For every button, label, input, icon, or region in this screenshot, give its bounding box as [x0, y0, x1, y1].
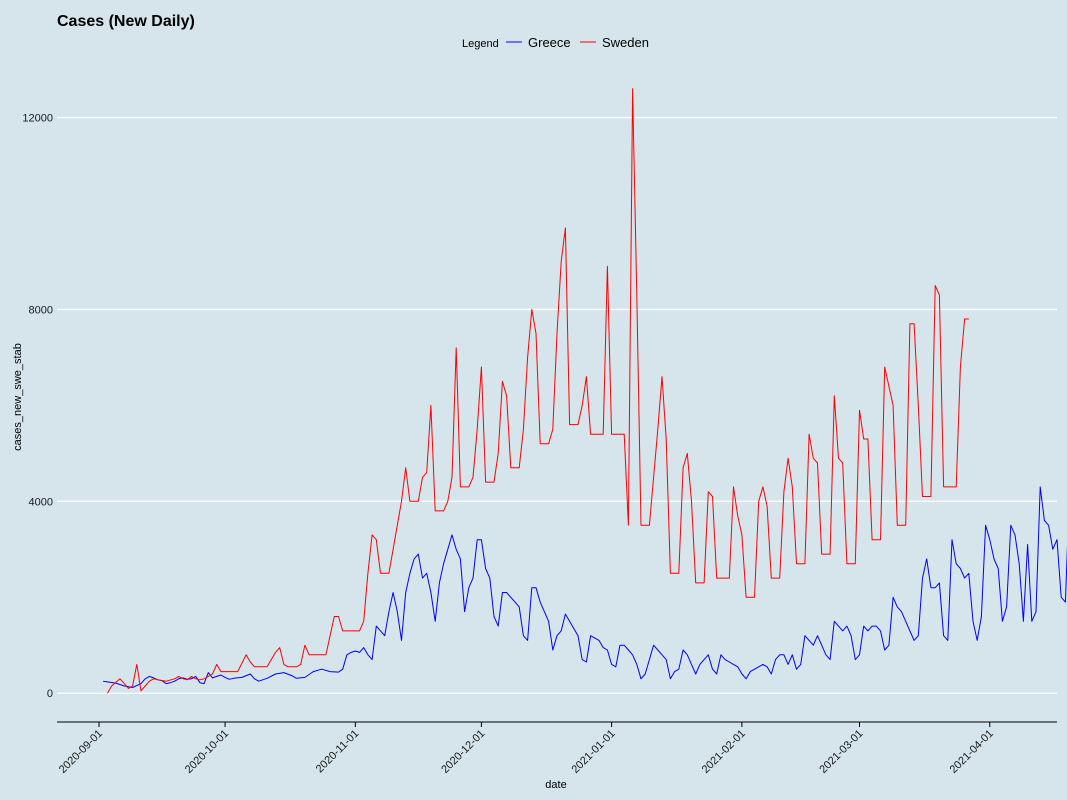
- gridlines: [57, 116, 1057, 694]
- series-line-greece: [103, 486, 1067, 688]
- legend-label-sweden: Sweden: [602, 35, 649, 50]
- axes: [57, 721, 1057, 727]
- y-tick-label-1: 4000: [29, 496, 53, 508]
- series-line-sweden: [106, 88, 969, 694]
- series-lines: [103, 88, 1067, 694]
- chart-title: Cases (New Daily): [57, 13, 195, 30]
- y-axis-title: cases_new_swe_stab: [12, 343, 24, 451]
- legend-title: Legend: [462, 38, 499, 50]
- legend-label-greece: Greece: [528, 35, 571, 50]
- y-tick-label-3: 12000: [22, 113, 53, 125]
- y-tick-label-2: 8000: [29, 304, 53, 316]
- y-tick-labels: 0 4000 8000 12000: [22, 113, 53, 701]
- legend: Legend Greece Sweden: [462, 35, 649, 50]
- x-axis-title: date: [545, 779, 566, 791]
- y-tick-label-0: 0: [47, 688, 53, 700]
